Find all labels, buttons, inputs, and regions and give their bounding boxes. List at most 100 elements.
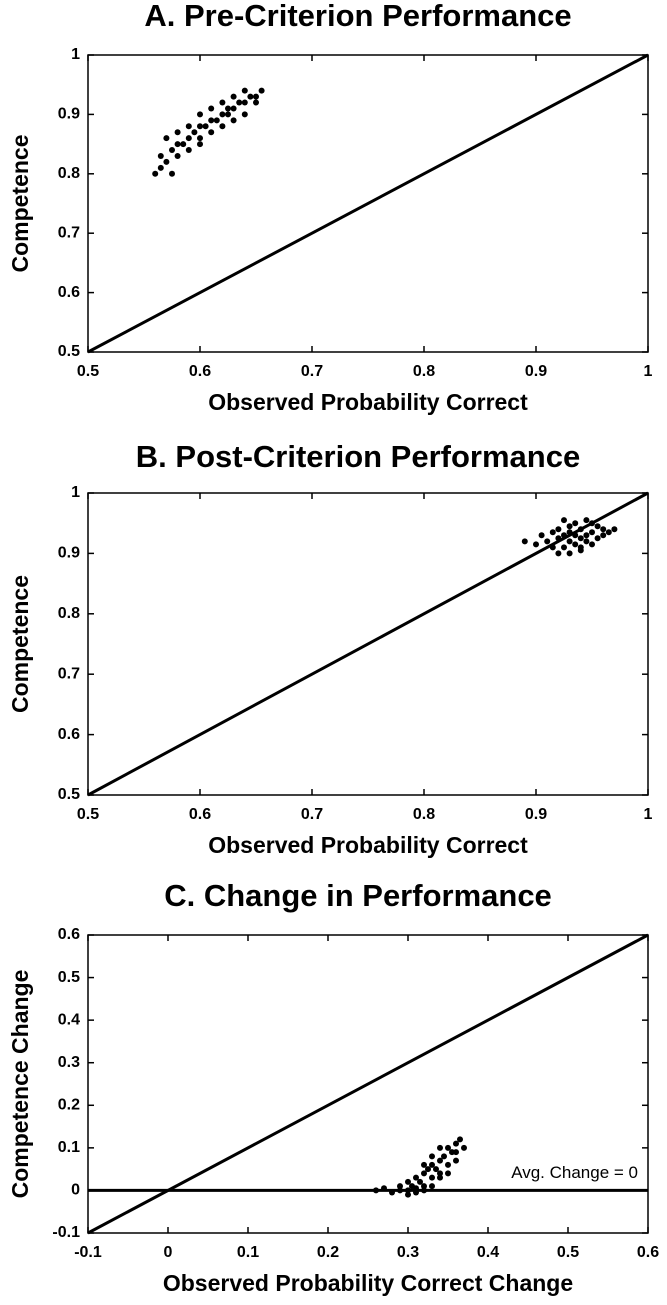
- point: [437, 1170, 443, 1177]
- x-tick-label: 0.6: [189, 806, 211, 823]
- x-tick-label: 1: [644, 363, 653, 380]
- point: [241, 87, 248, 94]
- chart-title: A. Pre-Criterion Performance: [144, 0, 571, 33]
- x-tick-label: 0.7: [301, 806, 323, 823]
- point: [241, 99, 248, 106]
- point: [433, 1166, 439, 1173]
- point: [421, 1183, 427, 1190]
- point: [437, 1174, 443, 1181]
- point: [413, 1189, 419, 1196]
- y-tick-label: 0.7: [58, 665, 80, 682]
- x-tick-label: 0.8: [413, 806, 435, 823]
- plot-frame: [87, 492, 649, 796]
- point: [572, 520, 579, 527]
- point: [429, 1183, 435, 1190]
- chart-title: C. Change in Performance: [164, 878, 552, 913]
- point: [405, 1191, 411, 1198]
- point: [157, 152, 164, 159]
- x-tick-label: -0.1: [74, 1244, 102, 1261]
- point: [208, 129, 215, 136]
- y-tick-label: 0.5: [58, 969, 80, 986]
- reference-line: [87, 53, 649, 354]
- y-axis-label: Competence: [7, 134, 33, 272]
- y-tick-label: 0.8: [58, 605, 80, 622]
- point: [202, 123, 209, 130]
- point: [589, 541, 595, 548]
- annotation: Avg. Change = 0: [511, 1163, 638, 1182]
- point: [600, 526, 607, 533]
- point: [253, 93, 259, 100]
- x-tick-label: 0.4: [477, 1244, 499, 1261]
- point: [605, 529, 612, 536]
- point: [219, 99, 226, 106]
- x-tick-label: 0.6: [637, 1244, 659, 1261]
- point: [445, 1144, 451, 1151]
- point: [429, 1153, 435, 1160]
- point: [169, 170, 175, 177]
- point: [236, 99, 243, 106]
- x-tick-label: 0.2: [317, 1244, 339, 1261]
- point: [230, 105, 237, 112]
- point: [174, 141, 181, 148]
- point: [583, 538, 590, 545]
- reference-line: [87, 491, 649, 797]
- point: [258, 87, 265, 94]
- point: [180, 141, 187, 148]
- point: [577, 544, 584, 551]
- point: [445, 1161, 451, 1168]
- y-tick-label: 1: [71, 46, 80, 63]
- point: [185, 147, 192, 154]
- point: [421, 1170, 427, 1177]
- point: [191, 129, 198, 136]
- x-tick-label: 0.5: [77, 363, 99, 380]
- point: [453, 1157, 459, 1164]
- point: [381, 1185, 387, 1192]
- y-tick-label: 0.3: [58, 1054, 80, 1071]
- reference-line: [87, 933, 649, 1235]
- x-tick-label: 0.6: [189, 363, 211, 380]
- point: [453, 1149, 459, 1156]
- point: [566, 523, 573, 530]
- point: [544, 538, 551, 545]
- point: [219, 123, 226, 130]
- point: [163, 135, 170, 142]
- point: [533, 541, 539, 548]
- plot-frame: [87, 54, 649, 353]
- point: [197, 111, 203, 118]
- point: [566, 529, 573, 536]
- point: [577, 526, 584, 533]
- y-tick-label: 0.9: [58, 106, 80, 123]
- point: [555, 526, 562, 533]
- y-tick-label: 0.5: [58, 786, 80, 803]
- point: [417, 1178, 423, 1185]
- y-tick-label: 0.7: [58, 224, 80, 241]
- point: [561, 532, 567, 539]
- point: [429, 1161, 435, 1168]
- point: [230, 117, 237, 124]
- point: [225, 111, 231, 118]
- x-axis-label: Observed Probability Correct: [208, 389, 528, 415]
- y-tick-label: 0.6: [58, 726, 80, 743]
- point: [566, 538, 573, 545]
- point: [437, 1157, 443, 1164]
- point: [241, 111, 248, 118]
- point: [577, 535, 584, 542]
- point: [413, 1185, 419, 1192]
- point: [157, 164, 164, 171]
- y-tick-label: 0.9: [58, 545, 80, 562]
- point: [405, 1178, 411, 1185]
- x-tick-label: 0.9: [525, 806, 547, 823]
- point: [589, 529, 595, 536]
- x-tick-label: 0.3: [397, 1244, 419, 1261]
- y-tick-label: 0.6: [58, 284, 80, 301]
- point: [397, 1183, 403, 1190]
- point: [389, 1189, 395, 1196]
- y-tick-label: -0.1: [52, 1224, 80, 1241]
- point: [453, 1140, 459, 1147]
- y-tick-label: 0.8: [58, 165, 80, 182]
- point: [197, 135, 203, 142]
- point: [583, 532, 590, 539]
- point: [208, 117, 215, 124]
- point: [566, 550, 573, 557]
- x-tick-label: 0.9: [525, 363, 547, 380]
